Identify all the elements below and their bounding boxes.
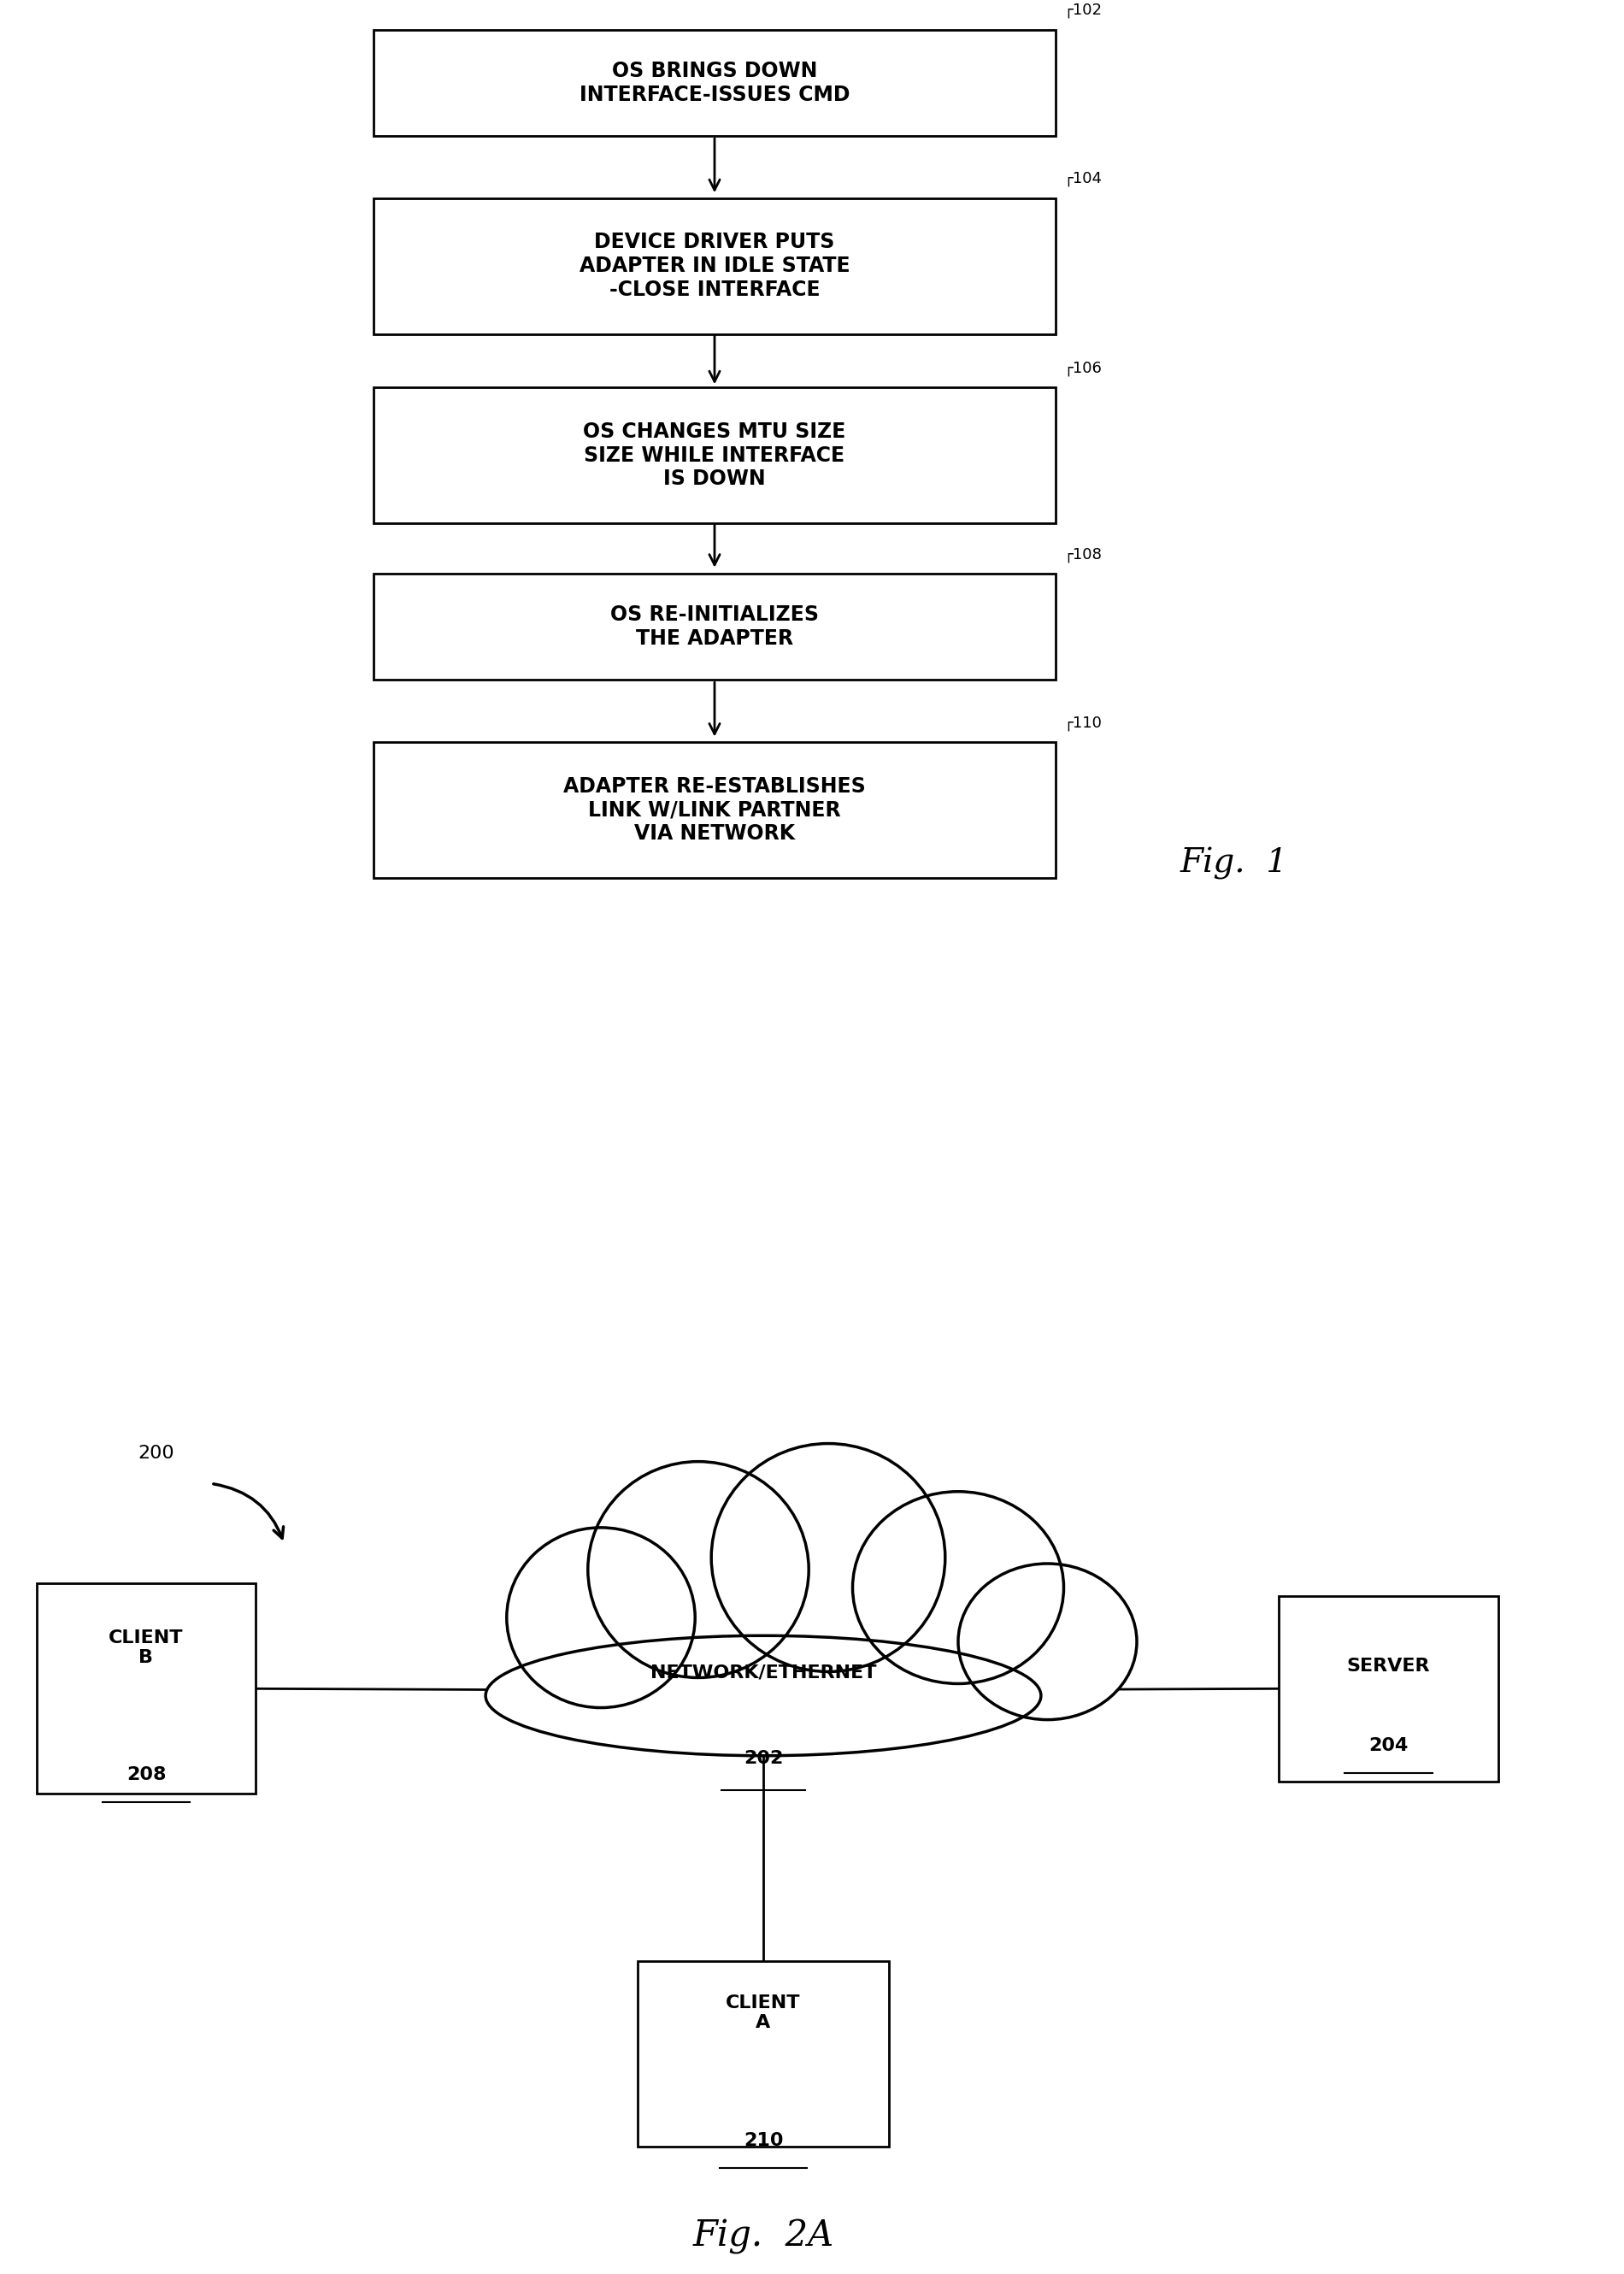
Text: 208: 208 <box>127 1767 166 1783</box>
FancyBboxPatch shape <box>374 198 1056 334</box>
Ellipse shape <box>711 1444 945 1671</box>
Ellipse shape <box>588 1462 809 1678</box>
Text: CLIENT
A: CLIENT A <box>726 1994 801 2031</box>
Text: ┌108: ┌108 <box>1064 546 1103 562</box>
Text: ┌110: ┌110 <box>1064 716 1103 730</box>
FancyBboxPatch shape <box>374 30 1056 136</box>
FancyBboxPatch shape <box>1280 1596 1497 1781</box>
Text: 204: 204 <box>1369 1737 1408 1753</box>
FancyBboxPatch shape <box>374 573 1056 680</box>
Text: 202: 202 <box>744 1751 783 1767</box>
Ellipse shape <box>958 1565 1137 1719</box>
Text: 200: 200 <box>138 1444 174 1462</box>
FancyBboxPatch shape <box>637 1960 890 2147</box>
Text: OS CHANGES MTU SIZE
SIZE WHILE INTERFACE
IS DOWN: OS CHANGES MTU SIZE SIZE WHILE INTERFACE… <box>583 421 846 489</box>
Text: Fig.  2A: Fig. 2A <box>693 2217 833 2254</box>
Text: CLIENT
B: CLIENT B <box>109 1628 184 1667</box>
Ellipse shape <box>486 1635 1041 1756</box>
Ellipse shape <box>853 1492 1064 1683</box>
Text: ┌106: ┌106 <box>1064 362 1103 375</box>
Text: Fig.  1: Fig. 1 <box>1181 846 1288 880</box>
Text: ┌102: ┌102 <box>1064 2 1103 18</box>
FancyBboxPatch shape <box>374 741 1056 878</box>
Text: NETWORK/ETHERNET: NETWORK/ETHERNET <box>650 1665 877 1680</box>
Ellipse shape <box>507 1528 695 1708</box>
Text: OS BRINGS DOWN
INTERFACE-ISSUES CMD: OS BRINGS DOWN INTERFACE-ISSUES CMD <box>580 61 849 105</box>
FancyBboxPatch shape <box>36 1583 257 1794</box>
Text: 210: 210 <box>744 2131 783 2149</box>
Text: ADAPTER RE-ESTABLISHES
LINK W/LINK PARTNER
VIA NETWORK: ADAPTER RE-ESTABLISHES LINK W/LINK PARTN… <box>564 775 866 844</box>
FancyBboxPatch shape <box>374 387 1056 523</box>
Text: SERVER: SERVER <box>1346 1658 1431 1674</box>
Text: OS RE-INITIALIZES
THE ADAPTER: OS RE-INITIALIZES THE ADAPTER <box>611 605 818 648</box>
Text: ┌104: ┌104 <box>1064 171 1103 186</box>
Text: DEVICE DRIVER PUTS
ADAPTER IN IDLE STATE
-CLOSE INTERFACE: DEVICE DRIVER PUTS ADAPTER IN IDLE STATE… <box>580 232 849 300</box>
